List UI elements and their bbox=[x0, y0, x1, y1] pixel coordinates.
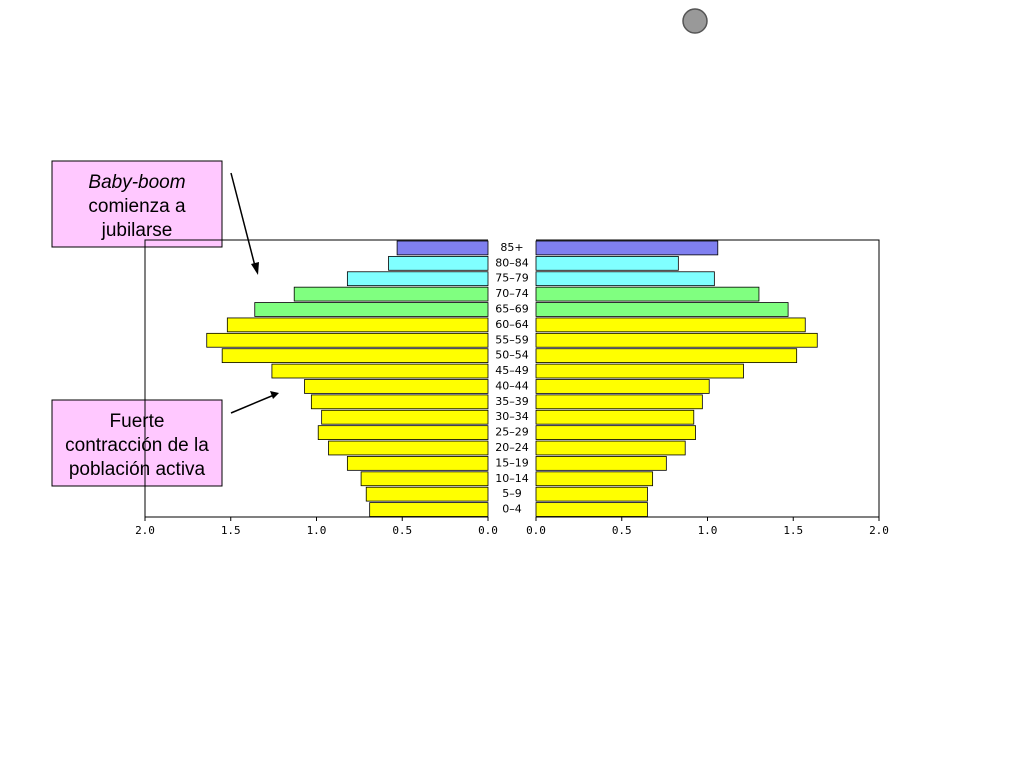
bar bbox=[321, 409, 489, 425]
bar bbox=[369, 502, 489, 517]
bar bbox=[388, 255, 489, 271]
annotation-text: contracción de la bbox=[65, 435, 209, 456]
bar bbox=[535, 471, 654, 487]
x-tick-label: 2.0 bbox=[869, 524, 889, 537]
category-label: 40–44 bbox=[495, 379, 529, 392]
bar bbox=[535, 379, 710, 394]
bar bbox=[346, 271, 489, 287]
bar bbox=[226, 317, 489, 333]
annotation-text: Baby-boom bbox=[88, 172, 185, 193]
x-tick-label: 1.0 bbox=[307, 524, 327, 537]
category-label: 15–19 bbox=[495, 456, 529, 469]
bar bbox=[206, 332, 489, 348]
bar bbox=[310, 394, 489, 410]
bar bbox=[293, 286, 489, 302]
bar bbox=[535, 302, 789, 317]
bar bbox=[535, 363, 744, 379]
bar bbox=[360, 471, 489, 487]
bar bbox=[535, 440, 686, 456]
bar bbox=[365, 486, 489, 502]
annotation-text: Fuerte bbox=[110, 411, 165, 432]
annotation-text: jubilarse bbox=[101, 220, 173, 241]
arrow bbox=[230, 394, 275, 414]
category-label: 85+ bbox=[500, 241, 523, 254]
bar bbox=[535, 456, 667, 471]
bar bbox=[535, 486, 648, 502]
category-label: 45–49 bbox=[495, 364, 529, 377]
annotation-box bbox=[51, 160, 223, 248]
bar bbox=[304, 379, 489, 394]
annotation-box bbox=[51, 399, 223, 487]
annotation-text: comienza a bbox=[88, 196, 186, 217]
bar bbox=[535, 394, 703, 410]
x-tick-label: 1.0 bbox=[698, 524, 718, 537]
category-label: 10–14 bbox=[495, 472, 529, 485]
bar bbox=[254, 302, 489, 317]
x-tick-label: 0.5 bbox=[612, 524, 632, 537]
bar bbox=[317, 425, 489, 440]
bar bbox=[221, 348, 489, 364]
category-label: 80–84 bbox=[495, 256, 529, 269]
bar bbox=[271, 363, 489, 379]
pointer-dot bbox=[682, 8, 708, 34]
bar bbox=[535, 317, 806, 333]
category-label: 65–69 bbox=[495, 303, 529, 316]
category-label: 20–24 bbox=[495, 441, 529, 454]
bar bbox=[535, 255, 679, 271]
category-label: 50–54 bbox=[495, 349, 529, 362]
bar bbox=[535, 502, 648, 517]
bar bbox=[535, 286, 760, 302]
category-label: 75–79 bbox=[495, 272, 529, 285]
arrowhead bbox=[251, 262, 259, 275]
category-label: 55–59 bbox=[495, 333, 529, 346]
bar bbox=[535, 409, 695, 425]
bar bbox=[535, 332, 818, 348]
category-label: 35–39 bbox=[495, 395, 529, 408]
category-label: 5–9 bbox=[502, 487, 522, 500]
bar bbox=[328, 440, 489, 456]
x-tick-label: 1.5 bbox=[783, 524, 803, 537]
x-tick-label: 0.5 bbox=[392, 524, 412, 537]
x-tick-label: 2.0 bbox=[135, 524, 155, 537]
category-label: 70–74 bbox=[495, 287, 529, 300]
x-tick-label: 0.0 bbox=[478, 524, 498, 537]
x-tick-label: 1.5 bbox=[221, 524, 241, 537]
bar bbox=[535, 271, 715, 287]
category-label: 25–29 bbox=[495, 426, 529, 439]
arrow bbox=[230, 172, 257, 271]
bar bbox=[396, 240, 489, 256]
category-label: 0–4 bbox=[502, 503, 522, 516]
bar bbox=[346, 456, 489, 471]
x-tick-label: 0.0 bbox=[526, 524, 546, 537]
bar bbox=[535, 240, 719, 256]
bar bbox=[535, 348, 798, 364]
arrowhead bbox=[270, 391, 279, 399]
annotation-text: población activa bbox=[69, 459, 206, 480]
bar bbox=[535, 425, 696, 440]
category-label: 30–34 bbox=[495, 410, 529, 423]
category-label: 60–64 bbox=[495, 318, 529, 331]
